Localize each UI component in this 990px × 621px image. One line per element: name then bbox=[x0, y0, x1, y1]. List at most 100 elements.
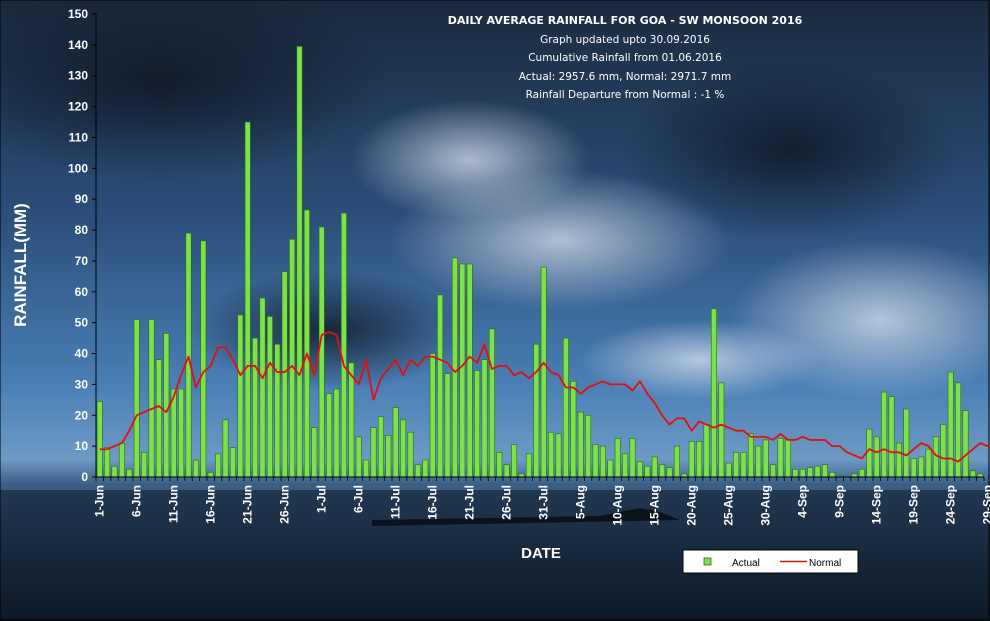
x-tick-label: 26-Jul bbox=[500, 485, 514, 520]
actual-bar bbox=[244, 121, 251, 478]
actual-bar bbox=[866, 428, 873, 478]
actual-bar bbox=[947, 371, 954, 478]
actual-bar bbox=[659, 464, 666, 478]
actual-bar bbox=[96, 401, 103, 478]
actual-bar bbox=[710, 308, 717, 478]
actual-bar bbox=[910, 458, 917, 478]
actual-bar bbox=[740, 452, 747, 478]
x-tick-label: 20-Aug bbox=[685, 485, 699, 526]
legend-box bbox=[682, 549, 859, 574]
actual-bar bbox=[229, 447, 236, 478]
actual-bar bbox=[111, 465, 118, 478]
actual-bar bbox=[407, 431, 414, 478]
actual-bar bbox=[858, 468, 865, 478]
x-tick-label: 9-Sep bbox=[833, 485, 847, 518]
actual-bar bbox=[540, 266, 547, 478]
actual-bar bbox=[747, 433, 754, 478]
actual-bar bbox=[577, 411, 584, 478]
actual-bar bbox=[629, 438, 636, 478]
actual-bar bbox=[400, 419, 407, 478]
y-tick-label: 10 bbox=[75, 439, 89, 453]
actual-bar bbox=[237, 314, 244, 478]
actual-bar bbox=[962, 410, 969, 478]
y-tick-label: 0 bbox=[81, 470, 88, 484]
actual-bar bbox=[918, 456, 925, 478]
actual-bar bbox=[266, 316, 273, 478]
x-tick-label: 21-Jul bbox=[463, 485, 477, 520]
actual-bar bbox=[451, 257, 458, 478]
actual-bar bbox=[215, 453, 222, 478]
x-tick-label: 16-Jun bbox=[204, 485, 218, 524]
actual-bar bbox=[355, 436, 362, 478]
actual-bar bbox=[481, 359, 488, 478]
y-tick-label: 130 bbox=[68, 69, 88, 83]
actual-bar bbox=[466, 263, 473, 478]
actual-bar bbox=[755, 445, 762, 478]
actual-bar bbox=[414, 464, 421, 478]
actual-bar bbox=[888, 396, 895, 478]
x-tick-label: 30-Aug bbox=[759, 485, 773, 526]
actual-bar bbox=[289, 239, 296, 478]
x-tick-label: 25-Aug bbox=[722, 485, 736, 526]
legend-normal-label: Normal bbox=[809, 558, 841, 569]
x-tick-label: 1-Jul bbox=[315, 485, 329, 513]
x-tick-label: 1-Jun bbox=[93, 485, 107, 517]
x-tick-label: 31-Jul bbox=[537, 485, 551, 520]
actual-bar bbox=[770, 464, 777, 478]
actual-bar bbox=[636, 461, 643, 478]
departure-text: Rainfall Departure from Normal : -1 % bbox=[525, 89, 725, 101]
normal-line bbox=[99, 331, 990, 463]
actual-bar bbox=[459, 263, 466, 478]
actual-bar bbox=[311, 427, 318, 478]
actual-bar bbox=[148, 319, 155, 478]
actual-bar bbox=[940, 424, 947, 478]
y-tick-label: 120 bbox=[68, 100, 88, 114]
actual-bar bbox=[592, 444, 599, 478]
actual-bar bbox=[533, 343, 540, 478]
actual-bar bbox=[614, 438, 621, 478]
actual-bar bbox=[873, 436, 880, 478]
actual-bar bbox=[488, 328, 495, 478]
x-tick-label: 10-Aug bbox=[611, 485, 625, 526]
legend-actual-swatch bbox=[703, 557, 712, 566]
actual-bar bbox=[318, 226, 325, 478]
actual-bar bbox=[703, 424, 710, 478]
chart-title: DAILY AVERAGE RAINFALL FOR GOA - SW MONS… bbox=[447, 14, 803, 27]
x-tick-label: 11-Jul bbox=[389, 485, 403, 519]
actual-bar bbox=[548, 431, 555, 478]
actual-bar bbox=[762, 439, 769, 478]
x-axis-title: DATE bbox=[521, 545, 561, 562]
y-tick-label: 80 bbox=[75, 223, 89, 237]
actual-bar bbox=[333, 388, 340, 478]
actual-bar bbox=[207, 472, 214, 478]
x-tick-label: 14-Sep bbox=[870, 485, 884, 524]
actual-bar bbox=[895, 442, 902, 478]
chart-info-block: DAILY AVERAGE RAINFALL FOR GOA - SW MONS… bbox=[400, 12, 850, 105]
actual-bar bbox=[200, 240, 207, 478]
actual-bar bbox=[155, 359, 162, 478]
y-tick-label: 30 bbox=[75, 377, 89, 391]
actual-bar bbox=[192, 459, 199, 478]
actual-bar bbox=[437, 294, 444, 478]
actual-bar bbox=[178, 388, 185, 478]
actual-bar bbox=[599, 445, 606, 478]
actual-bar bbox=[651, 456, 658, 478]
actual-bar bbox=[733, 452, 740, 478]
x-tick-label: 15-Aug bbox=[648, 485, 662, 526]
actual-bar bbox=[118, 442, 125, 478]
actual-bar bbox=[511, 444, 518, 478]
x-tick-label: 29-Sep bbox=[981, 485, 990, 524]
actual-bar bbox=[303, 209, 310, 478]
y-tick-label: 20 bbox=[75, 408, 89, 422]
actual-bar bbox=[881, 391, 888, 478]
y-tick-label: 70 bbox=[75, 254, 89, 268]
actual-bar bbox=[385, 435, 392, 478]
actual-bar bbox=[814, 465, 821, 478]
actual-bar bbox=[784, 439, 791, 478]
x-tick-label: 24-Sep bbox=[944, 485, 958, 524]
actual-bar bbox=[555, 433, 562, 478]
actual-bar bbox=[969, 470, 976, 478]
x-tick-label: 5-Aug bbox=[574, 485, 588, 519]
actual-bar bbox=[607, 459, 614, 478]
actual-bar bbox=[688, 441, 695, 478]
